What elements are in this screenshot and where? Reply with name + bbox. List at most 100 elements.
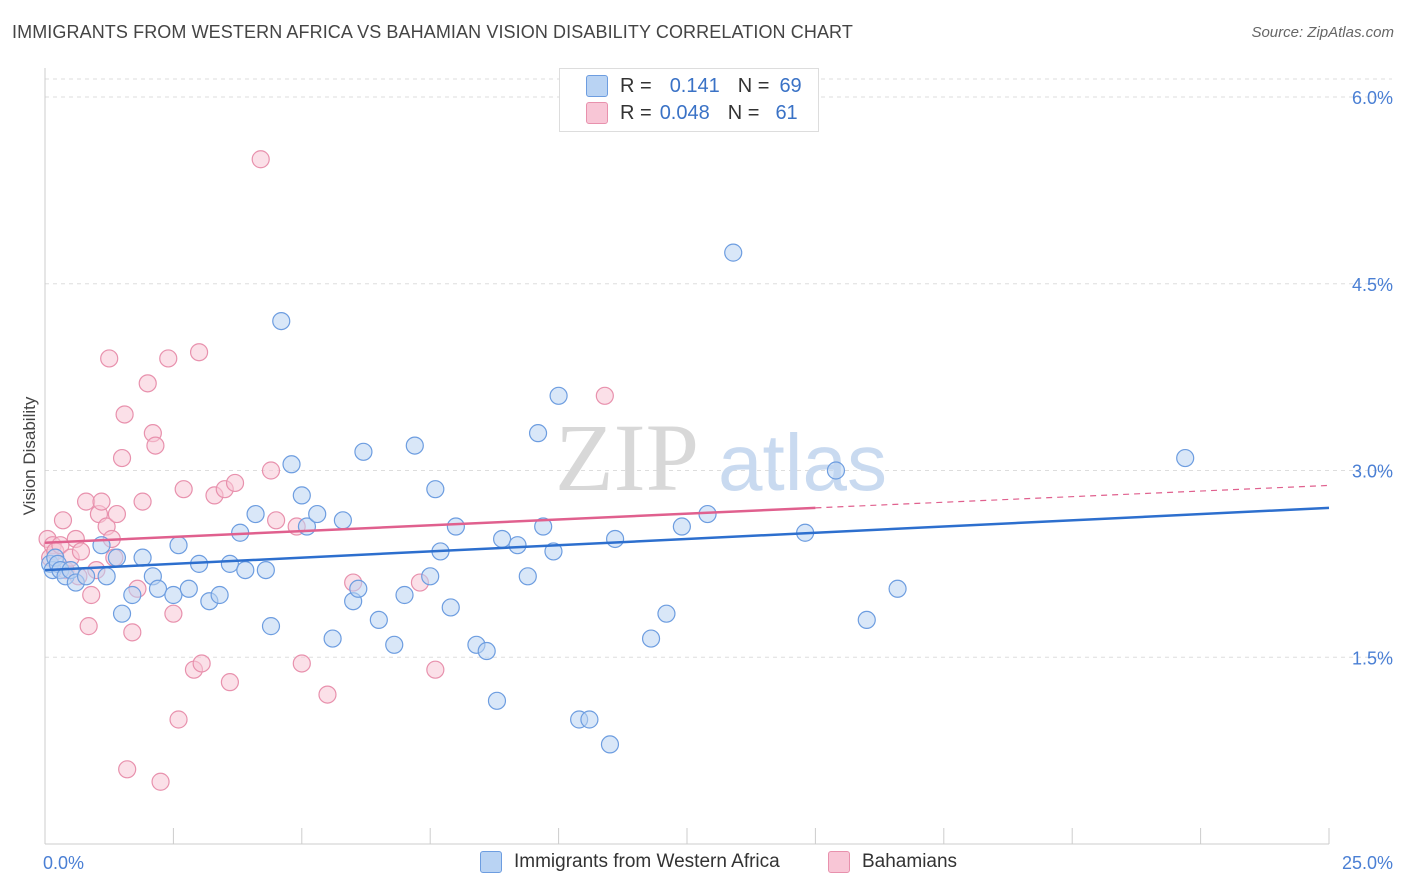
point-bahamians — [267, 511, 286, 530]
point-western-africa — [528, 424, 548, 443]
point-western-africa — [641, 629, 661, 648]
trend-line-bahamians-extension — [815, 484, 1330, 509]
point-bahamians — [318, 685, 337, 704]
point-western-africa — [549, 386, 568, 405]
y-tick-label: 6.0% — [1352, 88, 1393, 108]
point-western-africa — [518, 567, 537, 586]
point-bahamians — [79, 617, 98, 636]
legend-r-value: 0.048 — [659, 101, 710, 124]
point-bahamians — [220, 673, 239, 692]
point-western-africa — [657, 604, 676, 623]
point-bahamians — [53, 511, 73, 530]
legend-row-blue: R = 0.141 N = 69 — [586, 73, 802, 99]
point-western-africa — [534, 517, 553, 536]
point-western-africa — [508, 536, 527, 555]
point-western-africa — [826, 461, 846, 480]
point-western-africa — [282, 455, 301, 474]
legend-n-label: N = — [727, 101, 760, 124]
axes — [44, 68, 1330, 845]
trend-lines — [44, 484, 1330, 572]
watermark-zip: ZIP — [555, 404, 699, 511]
point-bahamians — [118, 760, 137, 779]
point-western-africa — [107, 548, 127, 567]
point-bahamians — [595, 386, 614, 405]
point-western-africa — [477, 641, 496, 661]
point-bahamians — [71, 542, 91, 561]
legend-swatch-pink — [828, 851, 850, 873]
point-bahamians — [292, 654, 311, 673]
chart-title: IMMIGRANTS FROM WESTERN AFRICA VS BAHAMI… — [12, 22, 853, 42]
point-western-africa — [123, 585, 142, 605]
point-bahamians — [92, 492, 111, 511]
point-western-africa — [220, 554, 239, 573]
legend-r-label: R = — [620, 74, 652, 97]
point-bahamians — [133, 492, 152, 511]
point-western-africa — [292, 486, 311, 505]
point-western-africa — [493, 529, 512, 549]
point-bahamians — [146, 436, 165, 455]
x-tick-label: 0.0% — [43, 853, 84, 873]
tick-labels: 1.5% 3.0% 4.5% 6.0% 0.0% 25.0% — [43, 88, 1393, 873]
legend-swatch-blue — [480, 851, 502, 873]
point-bahamians — [169, 710, 188, 729]
point-western-africa — [385, 635, 404, 654]
point-western-africa — [261, 617, 281, 636]
point-western-africa — [256, 560, 275, 580]
point-western-africa — [133, 548, 152, 567]
x-tick-label: 25.0% — [1342, 853, 1393, 873]
point-western-africa — [169, 536, 188, 555]
legend-n-label: N = — [737, 74, 770, 97]
point-western-africa — [76, 567, 96, 586]
point-western-africa — [857, 610, 876, 630]
point-bahamians — [426, 660, 445, 679]
point-western-africa — [308, 504, 327, 524]
point-bahamians — [159, 349, 178, 368]
point-western-africa — [272, 312, 291, 331]
point-bahamians — [100, 349, 119, 368]
trend-line-bahamians — [44, 506, 816, 544]
point-western-africa — [246, 504, 265, 524]
y-axis-title: Vision Disability — [20, 396, 39, 516]
point-bahamians — [76, 492, 96, 511]
point-western-africa — [600, 735, 620, 754]
point-western-africa — [446, 517, 465, 536]
point-bahamians — [115, 405, 134, 424]
legend-r-value: 0.141 — [669, 74, 720, 97]
point-western-africa — [369, 610, 388, 630]
point-western-africa — [1176, 448, 1195, 468]
point-bahamians — [261, 461, 281, 480]
y-tick-label: 3.0% — [1352, 462, 1393, 482]
legend-item-western-africa: Immigrants from Western Africa — [480, 851, 780, 873]
source-label: Source: ZipAtlas.com — [1251, 24, 1394, 41]
point-western-africa — [148, 579, 168, 598]
legend-label: Bahamians — [862, 851, 958, 872]
point-western-africa — [97, 567, 116, 586]
point-bahamians — [225, 473, 245, 493]
legend-label: Immigrants from Western Africa — [514, 851, 780, 872]
point-bahamians — [82, 585, 101, 605]
point-western-africa — [421, 567, 440, 586]
y-tick-label: 4.5% — [1352, 275, 1393, 295]
correlation-legend: R = 0.141 N = 69 R = 0.048 N = 61 — [559, 68, 819, 132]
point-western-africa — [888, 579, 907, 598]
point-bahamians — [164, 604, 183, 623]
point-western-africa — [112, 604, 132, 623]
point-western-africa — [236, 560, 255, 580]
point-western-africa — [405, 436, 424, 455]
point-western-africa — [349, 579, 368, 598]
legend-swatch-pink — [586, 102, 608, 124]
point-western-africa — [672, 517, 691, 536]
point-bahamians — [189, 343, 209, 362]
point-western-africa — [333, 511, 352, 530]
point-bahamians — [151, 772, 170, 791]
point-bahamians — [192, 654, 211, 673]
legend-n-value: 69 — [779, 74, 802, 97]
point-western-africa — [580, 710, 599, 729]
point-bahamians — [251, 150, 270, 169]
point-bahamians — [174, 480, 193, 499]
point-bahamians — [107, 504, 127, 524]
point-western-africa — [179, 579, 198, 598]
watermark-atlas: atlas — [718, 418, 887, 507]
legend-r-label: R = — [620, 101, 652, 124]
